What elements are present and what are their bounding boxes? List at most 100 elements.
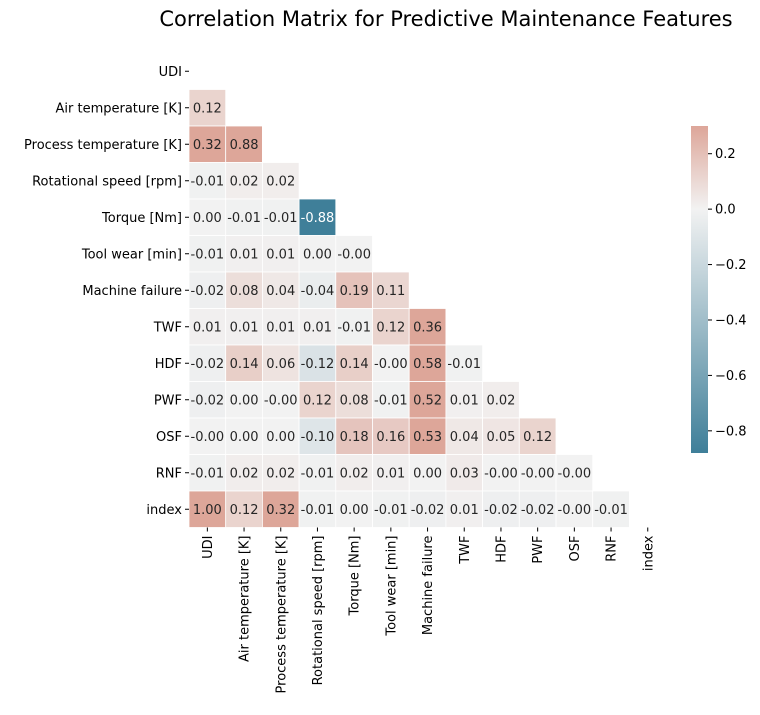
cell-value-label: -0.01 xyxy=(374,393,408,408)
cell-value-label: -0.00 xyxy=(374,357,408,372)
cell-value-label: -0.01 xyxy=(301,466,335,481)
heatmap-cell xyxy=(335,271,373,309)
cell-value-label: 0.32 xyxy=(193,138,222,153)
cell-value-label: 0.00 xyxy=(193,211,222,226)
cell-value-label: 0.00 xyxy=(303,247,332,262)
cell-value-label: -0.00 xyxy=(558,503,592,518)
x-tick-labels: UDI Air temperature [K] Process temperatur… xyxy=(201,527,656,693)
cell-value-label: 0.00 xyxy=(230,430,259,445)
colorbar-tick-label: −0.2 xyxy=(715,258,747,273)
y-tick-label: HDF xyxy=(155,357,182,372)
heatmap-cell xyxy=(225,271,263,309)
heatmap-cell xyxy=(188,89,227,127)
cell-value-label: 0.58 xyxy=(413,357,442,372)
cell-value-label: 0.02 xyxy=(230,466,259,481)
cell-value-label: -0.00 xyxy=(558,466,592,481)
cell-value-label: -0.00 xyxy=(191,430,225,445)
cell-value-label: 0.12 xyxy=(376,320,405,335)
heatmap-cell xyxy=(298,381,337,419)
cell-value-label: 0.14 xyxy=(340,357,369,372)
y-tick-label: Tool wear [min] xyxy=(81,247,182,262)
x-tick-label: Machine failure xyxy=(421,536,436,636)
cell-value-label: 0.08 xyxy=(230,284,259,299)
heatmap-cell xyxy=(482,490,520,528)
cell-value-label: -0.02 xyxy=(411,503,445,518)
heatmap-cell xyxy=(482,381,520,419)
heatmap-cell xyxy=(261,381,300,419)
heatmap-cell xyxy=(518,490,557,528)
cell-value-label: -0.01 xyxy=(594,503,628,518)
y-tick-labels: UDI Air temperature [K] Process temperatur… xyxy=(24,65,189,518)
cell-value-label: 0.19 xyxy=(340,284,369,299)
heatmap-cell xyxy=(188,417,227,455)
colorbar-tick-label: 0.2 xyxy=(715,147,736,162)
cell-value-label: -0.02 xyxy=(191,284,225,299)
cell-value-label: 0.32 xyxy=(266,503,295,518)
colorbar-tick-label: −0.4 xyxy=(715,313,747,328)
cell-value-label: 0.52 xyxy=(413,393,442,408)
y-tick-label: OSF xyxy=(156,430,182,445)
heatmap-cell xyxy=(408,381,447,419)
heatmap-cell xyxy=(298,271,337,309)
cell-value-label: 0.11 xyxy=(376,284,405,299)
cell-value-label: -0.01 xyxy=(447,357,481,372)
cell-value-label: 0.12 xyxy=(193,101,222,116)
x-tick-label: index xyxy=(641,535,656,571)
heatmap-cell xyxy=(555,490,594,528)
cell-value-label: 0.03 xyxy=(450,466,479,481)
heatmap-cell xyxy=(408,308,447,346)
cell-value-label: 0.01 xyxy=(193,320,222,335)
heatmap-cell xyxy=(482,454,520,492)
cell-value-label: 0.02 xyxy=(486,393,515,408)
heatmap-cell xyxy=(445,490,483,528)
heatmap-cell xyxy=(298,454,337,492)
heatmap-cell xyxy=(335,417,373,455)
heatmap-cell xyxy=(188,308,227,346)
cell-value-label: -0.12 xyxy=(301,357,335,372)
heatmap-cell xyxy=(188,381,227,419)
cell-value-label: -0.10 xyxy=(301,430,335,445)
colorbar-tick-label: −0.6 xyxy=(715,369,747,384)
heatmap-cell xyxy=(372,417,410,455)
x-tick-label: Rotational speed [rpm] xyxy=(311,536,326,686)
heatmap-cell xyxy=(261,417,300,455)
heatmap-cell xyxy=(372,308,410,346)
x-tick-label: HDF xyxy=(494,536,509,563)
cell-value-label: 0.04 xyxy=(450,430,479,445)
heatmap-cell xyxy=(261,162,300,200)
heatmap-cells: 0.120.32 0.88-0.01 0.02 0.020.00 -0.01 -0.01-… xyxy=(188,89,630,528)
y-tick-label: Rotational speed [rpm] xyxy=(32,174,182,189)
heatmap-cell xyxy=(298,198,337,236)
x-tick-label: OSF xyxy=(568,536,583,562)
heatmap-cell xyxy=(225,235,263,273)
y-tick-label: index xyxy=(146,503,182,518)
heatmap-cell xyxy=(188,454,227,492)
cell-value-label: 0.05 xyxy=(486,430,515,445)
cell-value-label: 0.12 xyxy=(523,430,552,445)
cell-value-label: -0.02 xyxy=(191,357,225,372)
heatmap-cell xyxy=(188,344,227,382)
heatmap-cell xyxy=(372,454,410,492)
heatmap-cell xyxy=(372,271,410,309)
y-tick-label: Process temperature [K] xyxy=(24,138,182,153)
heatmap-cell xyxy=(482,417,520,455)
heatmap-cell xyxy=(518,417,557,455)
chart-title: Correlation Matrix for Predictive Mainte… xyxy=(159,7,732,31)
cell-value-label: 0.04 xyxy=(266,284,295,299)
y-tick-label: RNF xyxy=(156,466,182,481)
x-tick-label: Torque [Nm] xyxy=(348,536,363,617)
heatmap-cell xyxy=(225,308,263,346)
cell-value-label: 0.01 xyxy=(230,320,259,335)
heatmap-cell xyxy=(225,417,263,455)
heatmap-cell xyxy=(555,454,594,492)
x-tick-label: RNF xyxy=(605,536,620,562)
heatmap-cell xyxy=(188,490,227,528)
x-tick-label: Tool wear [min] xyxy=(384,536,399,637)
cell-value-label: 0.01 xyxy=(450,393,479,408)
cell-value-label: -0.01 xyxy=(227,211,261,226)
cell-value-label: -0.01 xyxy=(337,320,371,335)
heatmap-cell xyxy=(261,271,300,309)
cell-value-label: 1.00 xyxy=(193,503,222,518)
y-tick-label: Torque [Nm] xyxy=(101,211,182,226)
